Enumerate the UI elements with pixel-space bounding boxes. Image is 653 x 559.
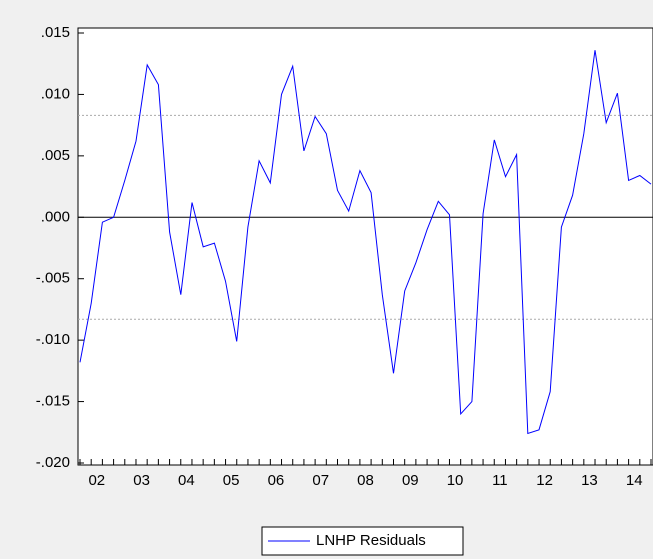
x-tick-label: 14 <box>626 472 643 489</box>
y-tick-label: .005 <box>41 147 70 164</box>
x-tick-label: 12 <box>536 472 553 489</box>
x-tick-label: 13 <box>581 472 598 489</box>
legend-label: LNHP Residuals <box>316 532 426 549</box>
x-tick-label: 10 <box>447 472 464 489</box>
series-line <box>79 50 652 435</box>
x-tick-label: 02 <box>88 472 105 489</box>
x-tick-label: 07 <box>312 472 329 489</box>
x-tick-label: 11 <box>492 472 508 489</box>
x-tick-label: 03 <box>133 472 150 489</box>
x-tick-label: 05 <box>223 472 240 489</box>
x-tick-label: 08 <box>357 472 374 489</box>
y-tick-label: .015 <box>41 24 70 41</box>
y-tick-label: .000 <box>41 208 70 225</box>
x-tick-label: 06 <box>268 472 285 489</box>
y-tick-label: -.020 <box>36 454 70 471</box>
y-tick-label: -.005 <box>36 270 70 287</box>
x-tick-label: 09 <box>402 472 419 489</box>
y-tick-label: -.010 <box>36 331 70 348</box>
y-tick-label: .010 <box>41 85 70 102</box>
plot-area <box>77 27 653 466</box>
x-tick-label: 04 <box>178 472 195 489</box>
y-tick-label: -.015 <box>36 393 70 410</box>
